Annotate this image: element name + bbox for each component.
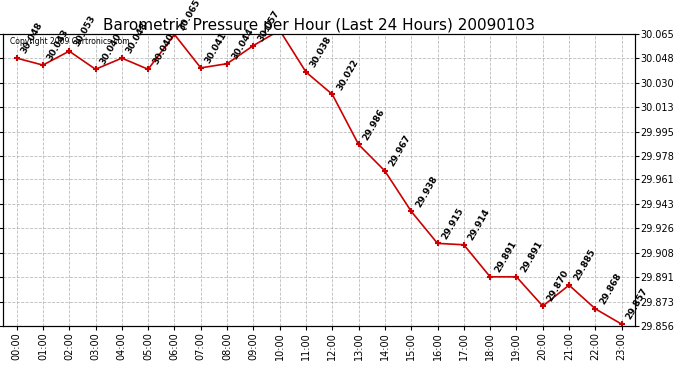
Text: 30.068: 30.068 <box>0 374 1 375</box>
Title: Barometric Pressure per Hour (Last 24 Hours) 20090103: Barometric Pressure per Hour (Last 24 Ho… <box>103 18 535 33</box>
Text: 30.038: 30.038 <box>308 35 334 69</box>
Text: 30.041: 30.041 <box>204 31 228 65</box>
Text: 29.986: 29.986 <box>362 107 386 142</box>
Text: 30.048: 30.048 <box>125 21 150 56</box>
Text: 29.870: 29.870 <box>546 268 571 303</box>
Text: 29.967: 29.967 <box>388 134 413 168</box>
Text: 29.915: 29.915 <box>440 206 466 241</box>
Text: 30.065: 30.065 <box>177 0 202 32</box>
Text: 29.868: 29.868 <box>598 272 623 306</box>
Text: 29.891: 29.891 <box>493 239 518 274</box>
Text: 29.857: 29.857 <box>624 286 650 321</box>
Text: Copyright 2009 Cartronics.com: Copyright 2009 Cartronics.com <box>10 37 130 46</box>
Text: 30.040: 30.040 <box>98 32 124 66</box>
Text: 30.044: 30.044 <box>230 26 255 61</box>
Text: 30.022: 30.022 <box>335 57 360 92</box>
Text: 30.048: 30.048 <box>19 21 44 56</box>
Text: 30.043: 30.043 <box>46 28 71 62</box>
Text: 29.885: 29.885 <box>572 248 597 282</box>
Text: 29.938: 29.938 <box>414 174 440 208</box>
Text: 30.053: 30.053 <box>72 14 97 48</box>
Text: 29.914: 29.914 <box>466 207 492 242</box>
Text: 30.057: 30.057 <box>256 8 282 43</box>
Text: 29.891: 29.891 <box>519 239 544 274</box>
Text: 30.040: 30.040 <box>151 32 176 66</box>
